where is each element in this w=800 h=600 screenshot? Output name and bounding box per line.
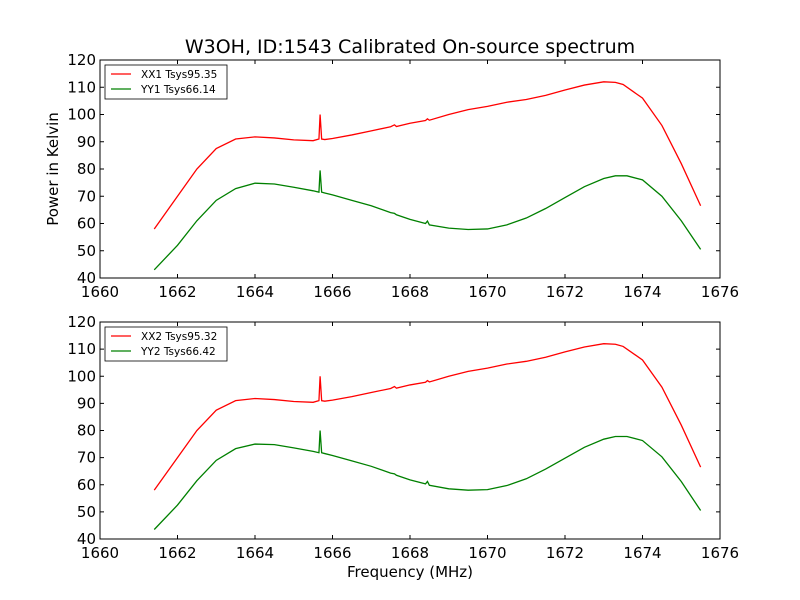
y-tick-label: 70 <box>77 449 96 467</box>
series-line-xx-panel-1 <box>153 343 702 491</box>
x-tick-label: 1670 <box>468 283 506 301</box>
x-tick-label: 1662 <box>158 283 196 301</box>
series-line-yy-panel-0 <box>153 170 702 271</box>
legend-entry: XX2 Tsys95.32 <box>141 331 217 343</box>
x-tick-label: 1676 <box>701 283 739 301</box>
x-tick-label: 1660 <box>81 283 119 301</box>
y-tick-label: 100 <box>67 106 96 124</box>
x-tick-label: 1672 <box>546 283 584 301</box>
y-tick-label: 40 <box>77 530 96 548</box>
y-tick-label: 80 <box>77 422 96 440</box>
y-tick-label: 100 <box>67 367 96 385</box>
x-tick-label: 1670 <box>468 544 506 562</box>
legend: XX1 Tsys95.35 YY1 Tsys66.14 <box>104 64 228 100</box>
series-line-yy-panel-1 <box>153 430 702 530</box>
y-tick-label: 80 <box>77 160 96 178</box>
y-axis-label: Power in Kelvin <box>44 112 62 226</box>
figure-title: W3OH, ID:1543 Calibrated On-source spect… <box>185 36 635 58</box>
legend-entry: YY1 Tsys66.14 <box>140 84 216 96</box>
y-tick-label: 120 <box>67 313 96 331</box>
legend-box <box>104 326 228 362</box>
y-tick-label: 120 <box>67 51 96 69</box>
y-tick-label: 40 <box>77 269 96 287</box>
x-tick-label: 1674 <box>623 544 661 562</box>
y-tick-label: 90 <box>77 133 96 151</box>
x-tick-label: 1672 <box>546 544 584 562</box>
y-tick-label: 50 <box>77 503 96 521</box>
x-tick-label: 1666 <box>313 544 351 562</box>
x-tick-label: 1666 <box>313 283 351 301</box>
y-tick-label: 60 <box>77 476 96 494</box>
x-tick-label: 1660 <box>81 544 119 562</box>
y-tick-label: 110 <box>67 78 96 96</box>
legend-entry: XX1 Tsys95.35 <box>141 69 217 81</box>
x-tick-label: 1668 <box>391 283 429 301</box>
x-tick-label: 1668 <box>391 544 429 562</box>
legend-entry: YY2 Tsys66.42 <box>140 346 216 358</box>
x-tick-label: 1676 <box>701 544 739 562</box>
x-axis-label: Frequency (MHz) <box>347 563 473 581</box>
y-tick-label: 50 <box>77 242 96 260</box>
y-tick-label: 60 <box>77 215 96 233</box>
x-tick-label: 1674 <box>623 283 661 301</box>
series-line-xx-panel-0 <box>153 81 702 230</box>
legend: XX2 Tsys95.32 YY2 Tsys66.42 <box>104 326 228 362</box>
y-tick-label: 70 <box>77 187 96 205</box>
x-tick-label: 1664 <box>236 544 274 562</box>
y-tick-label: 90 <box>77 394 96 412</box>
top-panel: 1660 1662 1664 1666 1668 1670 1672 1674 1676 40 50… <box>67 51 739 301</box>
legend-box <box>104 64 228 100</box>
x-tick-label: 1664 <box>236 283 274 301</box>
y-tick-label: 110 <box>67 340 96 358</box>
x-tick-label: 1662 <box>158 544 196 562</box>
bottom-panel: 1660 1662 1664 1666 1668 1670 1672 1674 1676 40 50… <box>67 313 739 562</box>
